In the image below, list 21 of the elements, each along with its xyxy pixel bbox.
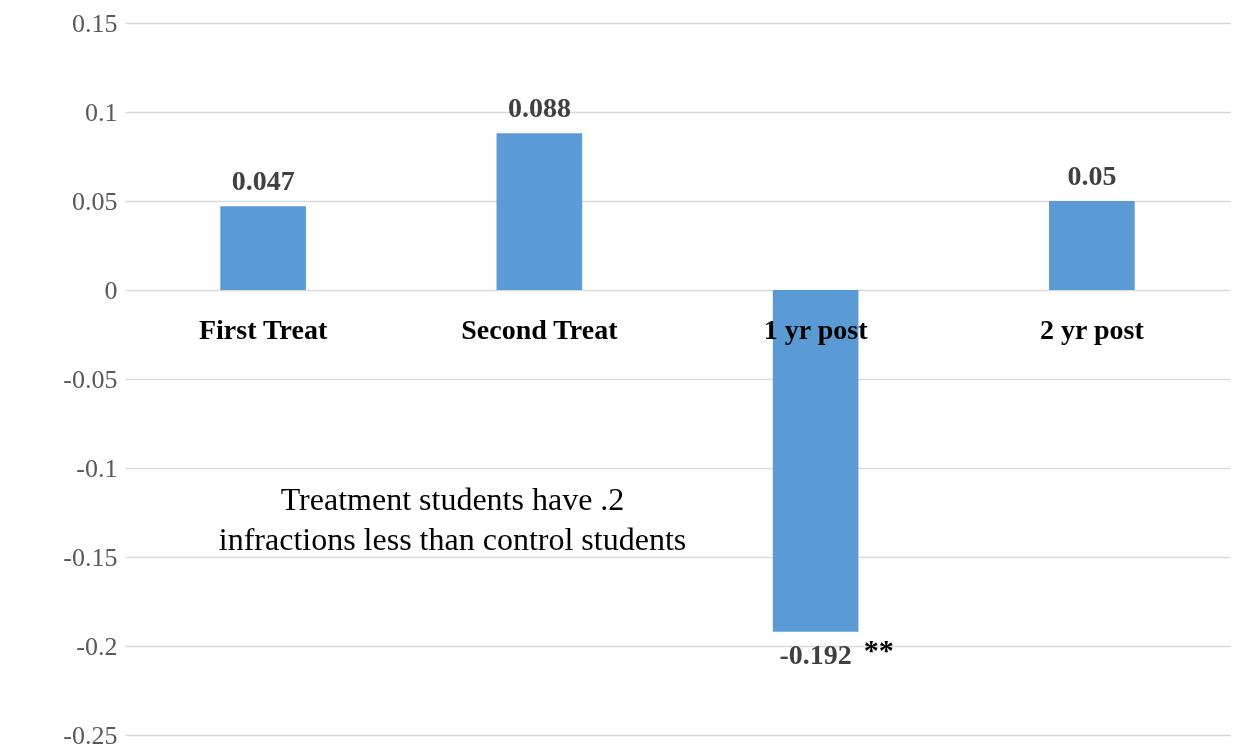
x-tick-label: First Treat (198, 313, 328, 345)
x-tick-label: Second Treat (461, 313, 619, 345)
data-label: 0.05 (1067, 160, 1117, 191)
x-tick-label: 2 yr post (1040, 313, 1145, 345)
y-tick-label: -0.15 (63, 542, 118, 572)
data-label: 0.088 (507, 92, 571, 124)
annotation: Treatment students have .2 infractions less than control students (218, 481, 687, 557)
y-tick-label: -0.25 (63, 720, 118, 747)
y-tick-label: -0.2 (76, 631, 118, 661)
y-tick-label: -0.1 (76, 453, 118, 483)
y-tick-label: -0.05 (63, 364, 118, 394)
y-tick-label: 0.15 (72, 8, 118, 38)
y-tick-label: 0.05 (72, 186, 118, 216)
annotation: ** (863, 632, 894, 666)
y-tick-label: 0.1 (85, 97, 118, 127)
bar (496, 133, 583, 290)
bar (1049, 201, 1135, 290)
data-label: -0.192 (779, 638, 852, 670)
data-label: 0.047 (231, 165, 295, 197)
bar (220, 206, 306, 290)
y-tick-label: 0 (104, 275, 118, 305)
